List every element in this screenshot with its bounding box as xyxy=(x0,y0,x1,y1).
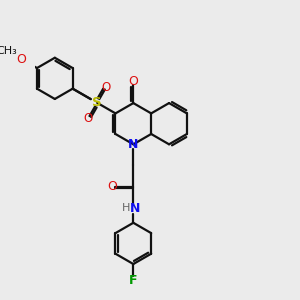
Text: S: S xyxy=(92,96,102,109)
Text: CH₃: CH₃ xyxy=(0,46,17,56)
Text: O: O xyxy=(128,75,138,88)
Text: O: O xyxy=(83,112,93,125)
Text: O: O xyxy=(107,180,117,193)
Text: F: F xyxy=(129,274,138,287)
Text: O: O xyxy=(17,53,27,66)
Text: O: O xyxy=(102,80,111,94)
Text: N: N xyxy=(130,202,140,215)
Text: N: N xyxy=(128,138,139,151)
Text: H: H xyxy=(122,203,130,213)
